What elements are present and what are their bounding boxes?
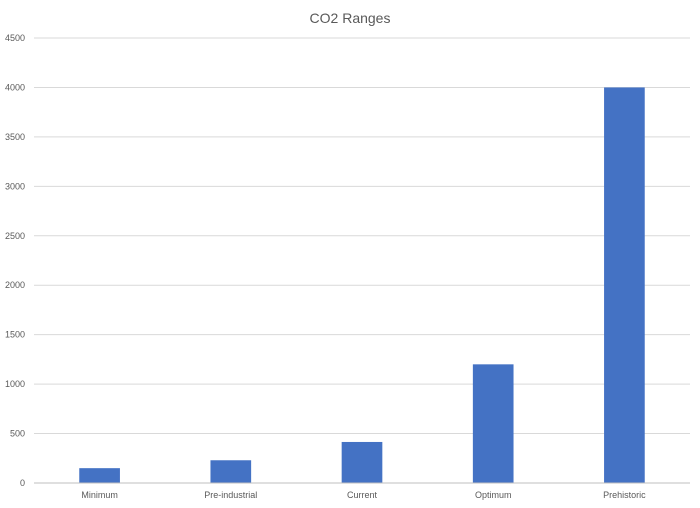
y-tick-label: 3000: [5, 181, 25, 191]
y-axis-tick-labels: 0 500 1000 1500 2000 2500 3000 3500 4000 4500: [5, 33, 25, 488]
x-axis-tick-labels: Minimum Pre-industrial Current Optimum Prehi…: [81, 490, 646, 500]
y-tick-label: 4500: [5, 33, 25, 43]
chart-title: CO2 Ranges: [310, 10, 391, 26]
bar-pre-industrial: [210, 460, 252, 483]
x-tick-label: Minimum: [81, 490, 118, 500]
y-tick-label: 2500: [5, 231, 25, 241]
y-tick-label: 0: [20, 478, 25, 488]
x-tick-label: Pre-industrial: [204, 490, 257, 500]
bar-minimum: [79, 468, 120, 483]
gridlines: [34, 37, 690, 435]
y-tick-label: 500: [10, 429, 25, 439]
y-tick-label: 2000: [5, 280, 25, 290]
y-tick-label: 1000: [5, 379, 25, 389]
y-tick-label: 1500: [5, 330, 25, 340]
x-tick-label: Current: [347, 490, 378, 500]
bar-optimum: [472, 364, 514, 483]
bar-current: [341, 441, 383, 483]
y-tick-label: 3500: [5, 132, 25, 142]
y-tick-label: 4000: [5, 82, 25, 92]
x-tick-label: Prehistoric: [603, 490, 646, 500]
bar-prehistoric: [604, 87, 645, 483]
bars: [79, 87, 645, 483]
x-tick-label: Optimum: [475, 490, 512, 500]
